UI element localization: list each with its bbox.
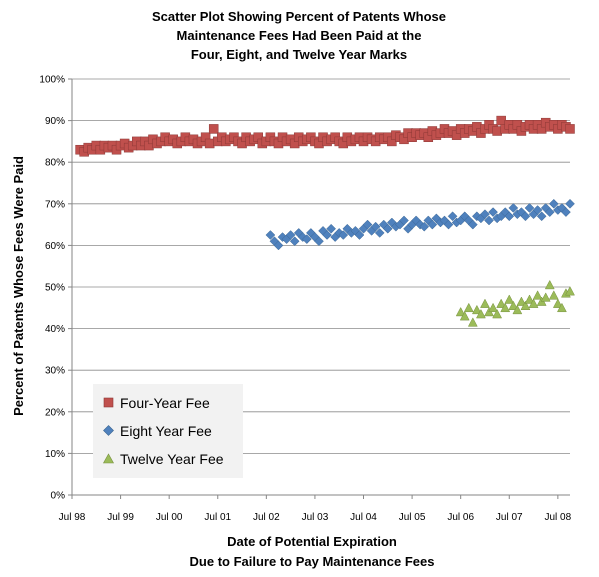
y-tick-label: 90% <box>45 116 65 127</box>
x-axis-title-line-1: Date of Potential Expiration <box>227 534 397 549</box>
chart-title-line-2: Maintenance Fees Had Been Paid at the <box>177 28 422 43</box>
data-point-triangle <box>489 303 498 312</box>
chart-title-line-3: Four, Eight, and Twelve Year Marks <box>191 47 407 62</box>
legend-item-four-year-fee: Four-Year Fee <box>104 395 210 411</box>
legend-label-twelve-year-fee: Twelve Year Fee <box>120 451 224 467</box>
data-point-triangle <box>505 295 514 304</box>
y-tick-label: 30% <box>45 366 65 377</box>
y-axis-ticks: 0% 10% 20% 30% 40% 50% 60% 70% 80% 90% 100% <box>39 75 72 502</box>
data-point-square <box>497 116 506 125</box>
x-tick-label: Jul 01 <box>204 512 231 523</box>
x-tick-label: Jul 99 <box>107 512 134 523</box>
y-tick-label: 100% <box>39 75 65 86</box>
x-tick-label: Jul 02 <box>253 512 280 523</box>
data-point-triangle <box>533 291 542 300</box>
legend-item-twelve-year-fee: Twelve Year Fee <box>104 451 224 467</box>
x-tick-label: Jul 04 <box>350 512 377 523</box>
legend-label-eight-year-fee: Eight Year Fee <box>120 423 212 439</box>
x-tick-label: Jul 06 <box>447 512 474 523</box>
y-tick-label: 60% <box>45 241 65 252</box>
y-tick-label: 80% <box>45 158 65 169</box>
data-point-triangle <box>545 280 554 289</box>
x-tick-label: Jul 98 <box>59 512 86 523</box>
legend-label-four-year-fee: Four-Year Fee <box>120 395 210 411</box>
x-tick-label: Jul 00 <box>156 512 183 523</box>
data-point-square <box>566 124 575 133</box>
chart-title-line-1: Scatter Plot Showing Percent of Patents … <box>152 9 446 24</box>
y-tick-label: 40% <box>45 324 65 335</box>
y-tick-label: 20% <box>45 407 65 418</box>
legend-item-eight-year-fee: Eight Year Fee <box>104 423 213 439</box>
series-0 <box>76 116 575 156</box>
x-axis-ticks: Jul 98 Jul 99 Jul 00 Jul 01 Jul 02 Jul 03 Jul … <box>59 495 572 523</box>
data-point-triangle <box>480 299 489 308</box>
y-tick-label: 10% <box>45 449 65 460</box>
x-axis-title-line-2: Due to Failure to Pay Maintenance Fees <box>190 554 435 569</box>
legend: Four-Year Fee Eight Year Fee Twelve Year… <box>93 384 243 478</box>
x-tick-label: Jul 08 <box>545 512 572 523</box>
data-point-triangle <box>464 303 473 312</box>
data-point-triangle <box>549 291 558 300</box>
x-tick-label: Jul 03 <box>302 512 329 523</box>
y-tick-label: 70% <box>45 199 65 210</box>
data-point-square <box>209 124 218 133</box>
data-point-triangle <box>468 318 477 327</box>
series-1 <box>266 199 575 250</box>
data-markers <box>76 116 575 326</box>
y-tick-label: 0% <box>51 491 66 502</box>
data-point-diamond <box>566 199 575 208</box>
legend-square-marker <box>104 398 113 407</box>
data-point-square <box>205 139 214 148</box>
data-point-square <box>493 127 502 136</box>
y-tick-label: 50% <box>45 283 65 294</box>
x-tick-label: Jul 07 <box>496 512 523 523</box>
data-point-triangle <box>541 293 550 302</box>
y-axis-title: Percent of Patents Whose Fees Were Paid <box>11 156 26 416</box>
x-tick-label: Jul 05 <box>399 512 426 523</box>
